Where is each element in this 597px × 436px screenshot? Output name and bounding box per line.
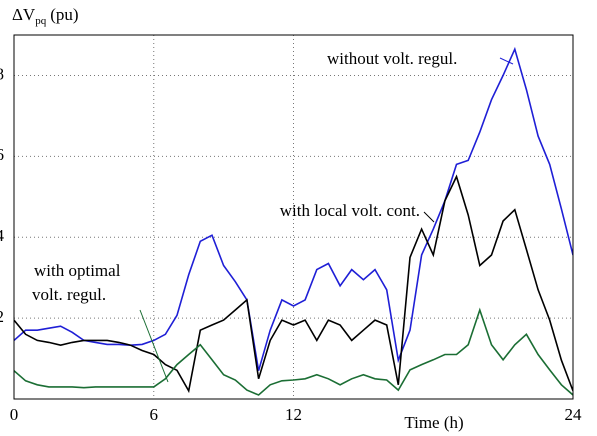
y-axis-label: ΔVpq (pu) [12,5,79,27]
line-series [14,174,573,394]
series-label: with local volt. cont. [280,201,420,220]
y-tick-label: 0.02 [0,307,4,326]
series-label: with optimal volt. regul. [32,261,121,304]
y-tick-label: 0.06 [0,145,4,164]
y-tick-label: 0.08 [0,64,4,83]
plot-frame [13,34,574,400]
y-tick-label: 0.04 [0,226,5,245]
leader-line [139,309,169,383]
line-series [14,46,573,371]
line-series [14,307,573,396]
x-tick-label: 12 [285,405,302,424]
leader-line [423,211,435,223]
x-tick-label: 6 [150,405,159,424]
x-tick-label: 24 [565,405,583,424]
series-label: without volt. regul. [327,49,457,68]
x-axis-label: Time (h) [404,413,463,432]
x-tick-label: 0 [10,405,19,424]
leader-line [499,57,514,65]
